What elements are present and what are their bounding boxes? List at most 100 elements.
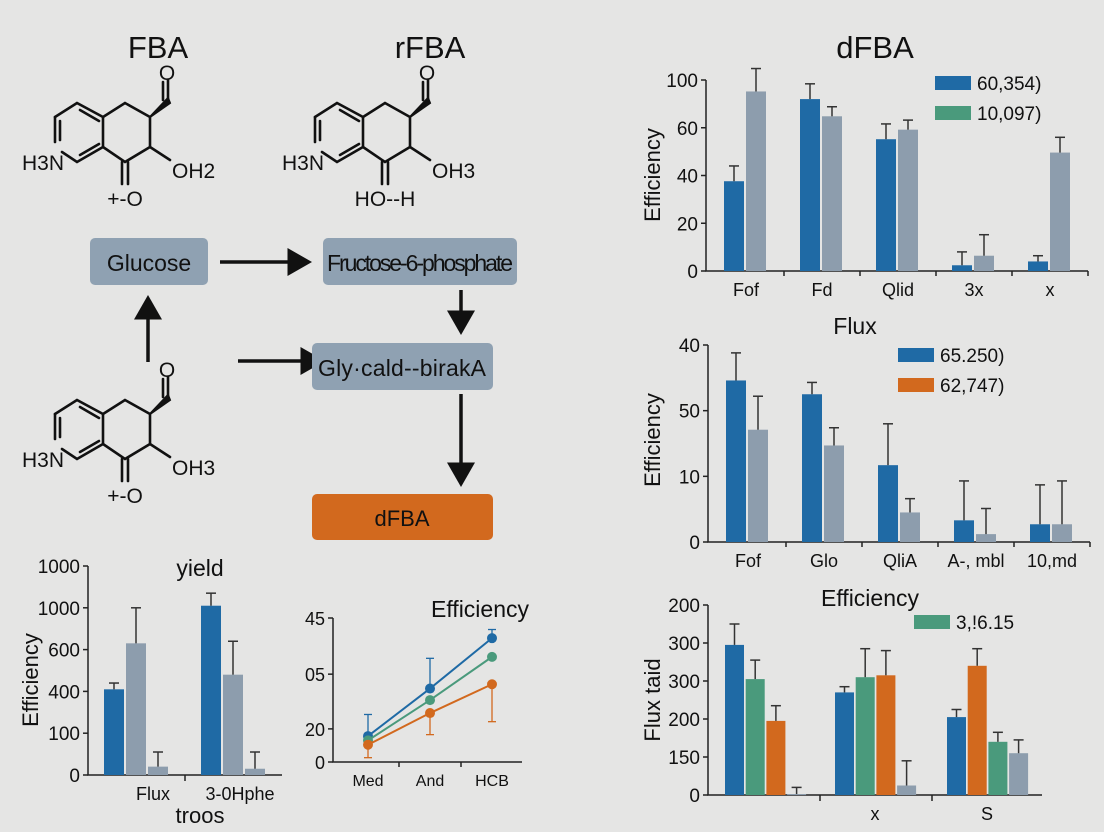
y-tick-label: 50 (679, 402, 700, 423)
bar (898, 129, 918, 271)
y-tick-label: 0 (315, 753, 325, 773)
bar (245, 768, 265, 775)
bar (148, 766, 168, 775)
legend-swatch (935, 106, 971, 120)
atom-side-group: OH3 (432, 160, 475, 183)
title-rfba: rFBA (395, 30, 466, 65)
legend-label: 60,354) (977, 74, 1041, 95)
data-point (425, 683, 435, 694)
ring-a-double (78, 405, 101, 420)
x-tick-label: Flux (136, 784, 170, 804)
y-tick-label: 200 (668, 710, 700, 731)
wedge-bond (149, 96, 172, 118)
bar (976, 534, 996, 542)
y-tick-label: 20 (677, 214, 698, 235)
bar (954, 520, 974, 542)
bar (1030, 524, 1050, 542)
x-tick-label: QliA (883, 551, 917, 571)
atom-amine: H3N (282, 152, 324, 175)
chart-title: Efficiency (821, 585, 920, 611)
node-dfba-label: dFBA (374, 506, 429, 531)
chart-title: yield (176, 555, 223, 581)
y-tick-label: 150 (668, 748, 700, 769)
x-tick-label: And (416, 773, 444, 790)
node-glyceraldehyde: Gly·cald--birakA (312, 343, 493, 390)
ring-a (53, 398, 105, 461)
data-point (487, 651, 497, 662)
y-axis-label: Flux taid (640, 658, 665, 741)
molecule-bottom: O H3N OH3 +-O (22, 359, 215, 508)
bar (126, 643, 146, 775)
y-axis-label: Efficiency (640, 128, 665, 222)
bar (835, 692, 854, 795)
hydroxyl-bond (148, 145, 172, 162)
title-fba: FBA (128, 30, 189, 65)
node-glucose: Glucose (90, 238, 208, 285)
ring-a (53, 101, 105, 164)
bar (1028, 261, 1048, 271)
legend-label: 65.250) (940, 346, 1004, 367)
ring-a-double (338, 108, 361, 123)
data-point (487, 633, 497, 644)
ring-a-double (338, 142, 361, 157)
atom-top-oxygen: O (419, 62, 435, 85)
data-point (425, 695, 435, 706)
chart-title: Flux (833, 313, 877, 339)
bar (900, 512, 920, 542)
hydroxyl-bond (408, 145, 432, 162)
bar (800, 99, 820, 271)
bar (897, 785, 917, 795)
bar (1050, 152, 1070, 271)
bar (724, 181, 744, 271)
y-tick-label: 05 (305, 665, 325, 685)
y-tick-label: 45 (305, 609, 325, 629)
molecule-rfba: O H3N OH3 HO--H (282, 62, 475, 211)
y-tick-label: 40 (679, 336, 700, 357)
y-tick-label: 300 (668, 672, 700, 693)
ring-a-double (78, 439, 101, 454)
y-tick-label: 300 (668, 634, 700, 655)
x-tick-label: Glo (810, 551, 838, 571)
bar (967, 665, 987, 795)
x-tick-label: 10,md (1027, 551, 1077, 571)
y-tick-label: 40 (677, 167, 698, 188)
bar (988, 741, 1008, 795)
bar (947, 717, 966, 795)
ring-b (101, 101, 152, 164)
data-point (425, 708, 435, 719)
y-tick-label: 20 (305, 720, 325, 740)
data-point (363, 739, 373, 750)
title-dfba: dFBA (836, 30, 914, 65)
bar (201, 605, 221, 775)
bar (725, 644, 744, 795)
x-axis-label: troos (176, 803, 225, 828)
atom-top-oxygen: O (159, 62, 175, 85)
legend-swatch (898, 348, 934, 362)
y-tick-label: 0 (689, 533, 700, 554)
y-tick-label: 1000 (38, 599, 80, 620)
molecule-fba: O H3N OH2 +-O (22, 62, 215, 211)
legend-label: 3,!6.15 (956, 613, 1014, 634)
bar (223, 674, 243, 775)
y-tick-label: 200 (668, 596, 700, 617)
bar-chart-middle-right: 0 10 50 40 Flux Efficiency 65.250) 62,747) Fof Gl… (640, 313, 1091, 571)
y-tick-label: 100 (48, 724, 80, 745)
legend-swatch (914, 615, 950, 629)
bar (104, 689, 124, 775)
x-tick-label: Fd (811, 280, 832, 300)
ring-a-double (78, 142, 101, 157)
bar (952, 265, 972, 271)
bar (745, 679, 765, 795)
bar (824, 445, 844, 542)
bar (766, 720, 786, 795)
ring-b (101, 398, 152, 461)
y-tick-label: 60 (677, 119, 698, 140)
atom-bottom-group: HO--H (355, 188, 416, 211)
bar (746, 91, 766, 272)
x-tick-label: S (981, 804, 993, 824)
atom-top-oxygen: O (159, 359, 175, 382)
chart-title: Efficiency (431, 596, 530, 622)
atom-amine: H3N (22, 449, 64, 472)
